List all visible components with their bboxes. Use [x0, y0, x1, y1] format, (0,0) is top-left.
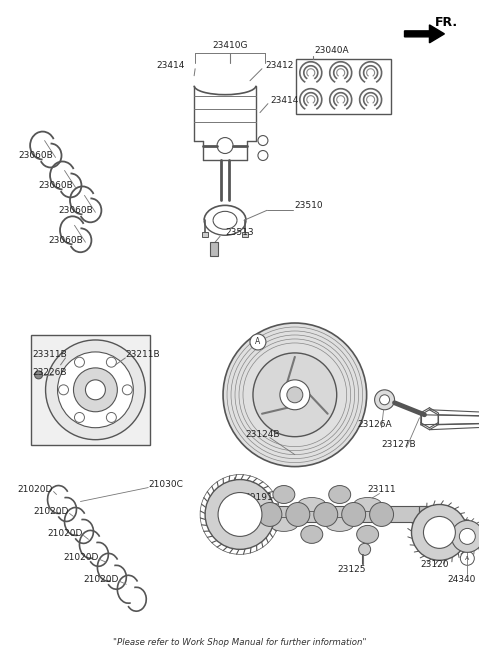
Text: "Please refer to Work Shop Manual for further information": "Please refer to Work Shop Manual for fu… [113, 637, 367, 646]
Ellipse shape [357, 526, 379, 543]
Text: 23412: 23412 [265, 61, 293, 70]
Circle shape [85, 380, 106, 400]
Circle shape [228, 486, 236, 493]
Text: 21020D: 21020D [83, 575, 119, 584]
Text: 23410G: 23410G [212, 41, 248, 51]
Text: 23060B: 23060B [19, 151, 54, 160]
Circle shape [205, 480, 275, 549]
Circle shape [223, 323, 367, 466]
Bar [296, 58, 391, 114]
Text: 23060B: 23060B [48, 236, 84, 245]
Circle shape [253, 353, 336, 437]
Circle shape [250, 334, 266, 350]
Circle shape [58, 352, 133, 428]
Circle shape [423, 516, 456, 549]
Circle shape [459, 528, 475, 545]
Circle shape [217, 137, 233, 154]
Circle shape [286, 503, 310, 526]
Ellipse shape [329, 486, 351, 503]
Circle shape [411, 505, 468, 560]
Text: 21020D: 21020D [47, 529, 83, 538]
Circle shape [258, 503, 282, 526]
Circle shape [370, 503, 394, 526]
Circle shape [107, 413, 116, 422]
Text: A: A [465, 556, 469, 561]
Text: 23311B: 23311B [33, 350, 67, 359]
Ellipse shape [326, 518, 354, 532]
Text: 23211B: 23211B [125, 350, 160, 359]
Text: 23126A: 23126A [358, 420, 392, 429]
Text: 23414: 23414 [157, 61, 185, 70]
Circle shape [342, 503, 366, 526]
Text: 23120: 23120 [420, 560, 449, 569]
Text: 23111: 23111 [368, 485, 396, 494]
Text: 23124B: 23124B [245, 430, 279, 439]
Circle shape [107, 357, 116, 367]
Circle shape [374, 390, 395, 410]
Polygon shape [405, 25, 444, 43]
Bar [210, 242, 218, 256]
Text: 23125: 23125 [337, 565, 366, 574]
Circle shape [380, 395, 390, 405]
Bar [242, 233, 248, 237]
Text: 23513: 23513 [225, 228, 253, 237]
Circle shape [73, 368, 117, 412]
Text: FR.: FR. [434, 16, 457, 30]
Text: 23060B: 23060B [59, 206, 94, 215]
Text: 21020D: 21020D [17, 485, 52, 494]
Text: A: A [255, 338, 261, 346]
Ellipse shape [301, 526, 323, 543]
Circle shape [314, 503, 338, 526]
Circle shape [460, 551, 474, 565]
Text: 39191: 39191 [244, 493, 273, 502]
Bar [202, 233, 208, 237]
Text: 23127B: 23127B [382, 440, 416, 449]
Circle shape [74, 357, 84, 367]
Circle shape [59, 385, 69, 395]
Text: 23040A: 23040A [315, 46, 349, 55]
Text: 23414: 23414 [270, 96, 298, 105]
Ellipse shape [354, 497, 382, 511]
Text: 21030C: 21030C [148, 480, 183, 489]
Circle shape [46, 340, 145, 440]
Ellipse shape [273, 486, 295, 503]
Text: 21020D: 21020D [63, 553, 98, 562]
Bar [31, 335, 150, 445]
Text: 23060B: 23060B [39, 181, 73, 190]
Circle shape [258, 150, 268, 160]
Text: 23510: 23510 [295, 201, 324, 210]
Circle shape [287, 387, 303, 403]
Text: 21020D: 21020D [33, 507, 69, 516]
Bar [420, 507, 449, 522]
Circle shape [35, 371, 43, 379]
Circle shape [218, 493, 262, 536]
Bar [255, 507, 420, 522]
Circle shape [74, 413, 84, 422]
Circle shape [258, 135, 268, 146]
Ellipse shape [298, 497, 326, 511]
Circle shape [451, 520, 480, 553]
Text: 23226B: 23226B [33, 369, 67, 377]
Ellipse shape [270, 518, 298, 532]
Circle shape [122, 385, 132, 395]
Circle shape [359, 543, 371, 555]
Text: 39190A: 39190A [230, 505, 265, 514]
Circle shape [280, 380, 310, 410]
Text: 24340: 24340 [447, 575, 476, 584]
